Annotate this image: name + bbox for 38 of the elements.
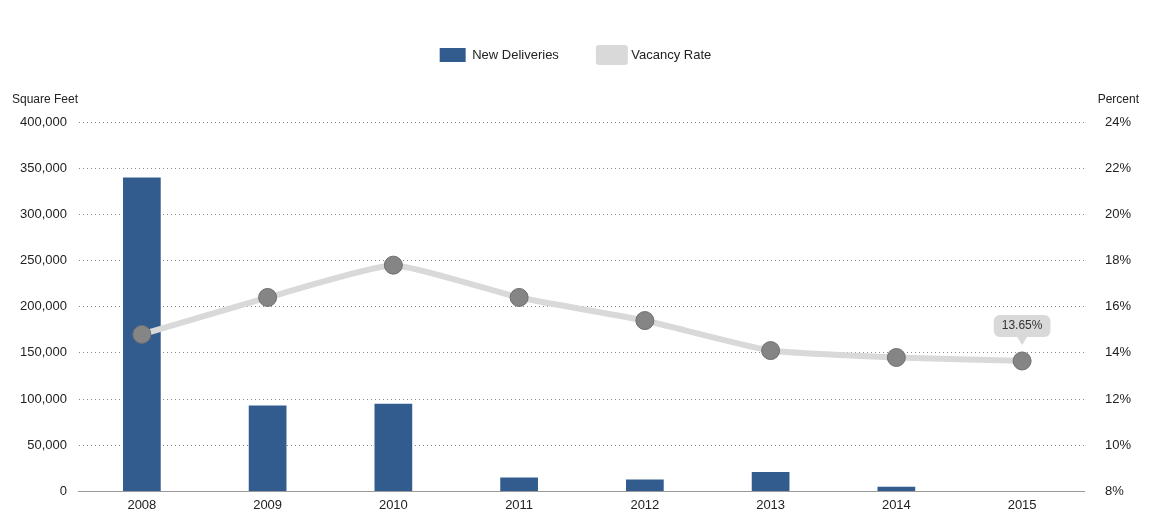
y2-tick-label: 10%	[1104, 436, 1132, 452]
y2-tick-label: 12%	[1104, 390, 1132, 406]
bar	[751, 472, 790, 491]
y2-tick-label: 16%	[1104, 298, 1132, 314]
y2-tick-label: 20%	[1104, 205, 1132, 221]
y-tick-label: 50,000	[27, 436, 67, 452]
y-tick-label: 200,000	[19, 298, 67, 314]
y2-tick-label: 22%	[1104, 159, 1132, 175]
x-tick-label: 2008	[127, 496, 157, 512]
y2-tick-label: 14%	[1104, 344, 1132, 360]
legend-label: Vacancy Rate	[631, 46, 712, 62]
y2-tick-label: 18%	[1104, 252, 1132, 268]
x-tick-label: 2013	[756, 496, 786, 512]
bar	[248, 405, 287, 491]
y-axis-title: Square Feet	[12, 92, 79, 107]
data-label: 13.65%	[1001, 318, 1043, 333]
y-tick-label: 150,000	[19, 344, 67, 360]
bar	[123, 177, 161, 491]
y-tick-label: 100,000	[19, 390, 67, 406]
bar	[374, 403, 413, 491]
x-tick-label: 2012	[630, 496, 660, 512]
x-tick-label: 2011	[505, 496, 534, 512]
bar	[877, 486, 916, 491]
bar	[626, 479, 664, 491]
legend-label: New Deliveries	[472, 46, 560, 62]
x-tick-label: 2010	[378, 496, 408, 512]
y-tick-label: 300,000	[19, 205, 67, 221]
y2-tick-label: 24%	[1104, 113, 1132, 129]
y2-tick-label: 8%	[1104, 482, 1125, 498]
y-tick-label: 250,000	[19, 252, 67, 268]
y-tick-label: 400,000	[19, 113, 67, 129]
bar	[500, 477, 538, 491]
y-tick-label: 350,000	[19, 159, 67, 175]
x-tick-label: 2009	[253, 496, 283, 512]
y2-axis-title: Percent	[1097, 92, 1140, 107]
x-tick-label: 2015	[1007, 496, 1037, 512]
x-tick-label: 2014	[881, 496, 911, 512]
y-tick-label: 0	[59, 482, 67, 498]
